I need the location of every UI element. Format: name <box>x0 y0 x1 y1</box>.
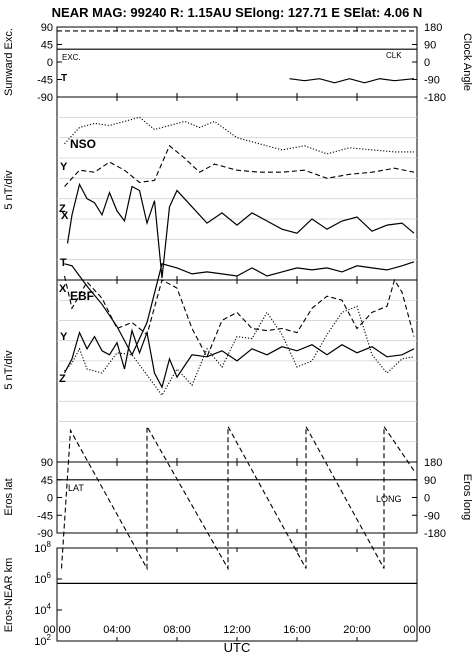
nso-series-0 <box>64 116 414 155</box>
nso-series-2 <box>66 182 415 279</box>
exc-clk-ytick-left: 0 <box>47 57 53 69</box>
lat-annotation: LAT <box>68 483 84 493</box>
exc-yticks-left: -90 -45 0 45 90 <box>37 22 62 104</box>
dist-ytick-label: 106 <box>34 571 51 586</box>
dist-ytick-label: 102 <box>34 633 51 648</box>
lat-long-ytick-right: -180 <box>424 528 446 540</box>
x-tick-label: 00:00 <box>43 624 71 636</box>
ebf-z-label: Z <box>59 373 66 385</box>
nso-x-label: X <box>61 210 69 222</box>
lat-long-ytick-right: 180 <box>424 457 442 469</box>
lat-long-ytick-right: 90 <box>424 475 436 487</box>
t-annotation: T <box>61 73 67 84</box>
dist-yticks: 102 104 106 108 <box>34 540 62 648</box>
exc-clk-ylabel-right: Clock Angle <box>461 33 473 91</box>
exc-clk-ytick-left: 90 <box>41 22 53 34</box>
exc-clk-ytick-right: 0 <box>424 57 430 69</box>
lat-long-ytick-right: -90 <box>424 510 440 522</box>
lat-long-ytick-left: 45 <box>41 475 53 487</box>
nso-ylabel: 5 nT/div <box>3 170 15 210</box>
plot-title: NEAR MAG: 99240 R: 1.15AU SElong: 127.71… <box>52 5 423 20</box>
ebf-series-0 <box>64 261 415 357</box>
exc-clk-ytick-left: -90 <box>37 92 53 104</box>
ebf-y-label: Y <box>60 331 68 343</box>
x-tick-label: 16:00 <box>283 624 311 636</box>
panel-nso-frame <box>56 96 418 281</box>
exc-annotation: EXC. <box>62 53 81 62</box>
panel-lat-long-frame <box>56 461 418 534</box>
ebf-x-label: X <box>59 283 67 295</box>
lat-long-series-1 <box>60 424 415 571</box>
x-axis-label: UTC <box>224 640 251 655</box>
nso-z-label: Z <box>59 203 66 215</box>
nso-gridlines <box>57 116 417 261</box>
exc-clk-ytick-right: 90 <box>424 40 436 52</box>
clk-yticks-right: -180 -90 0 90 180 <box>412 22 446 104</box>
long-yticks-right: -180 -90 0 90 180 <box>412 457 446 540</box>
exc-clk-ytick-right: 180 <box>424 22 442 34</box>
lat-long-ytick-right: 0 <box>424 493 430 505</box>
lat-long-ytick-left: -45 <box>37 510 53 522</box>
clk-annotation: CLK <box>386 51 402 60</box>
lat-long-ytick-left: 90 <box>41 457 53 469</box>
dist-ytick-label: 108 <box>34 540 51 555</box>
lat-yticks-left: -90 -45 0 45 90 <box>37 457 62 540</box>
ebf-series-1 <box>63 275 415 359</box>
nso-t-label: T <box>60 257 67 269</box>
nso-panel-label: NSO <box>70 137 96 151</box>
ebf-series-2 <box>63 328 415 389</box>
x-tick-label: 12:00 <box>223 624 251 636</box>
x-tick-label: 08:00 <box>163 624 191 636</box>
lat-long-ylabel-right: Eros long <box>461 474 473 520</box>
x-tick-label: 00:00 <box>403 624 431 636</box>
exc-clk-ytick-left: 45 <box>41 40 53 52</box>
x-axis-ticks: 00:00 04:00 08:00 12:00 16:00 20:00 00:00 <box>43 27 431 641</box>
ebf-ylabel: 5 nT/div <box>3 350 15 390</box>
lat-long-ytick-left: 0 <box>47 493 53 505</box>
lat-long-ytick-left: -90 <box>37 528 53 540</box>
ebf-series-3 <box>64 305 415 397</box>
x-tick-label: 20:00 <box>343 624 371 636</box>
ebf-panel-label: EBF <box>70 289 94 303</box>
panel-exc-clk-frame <box>56 26 418 98</box>
nso-y-label: Y <box>60 161 68 173</box>
series-layer <box>57 30 417 585</box>
exc-clk-ylabel-left: Sunward Exc. <box>3 28 15 96</box>
dist-ytick-label: 104 <box>34 602 51 617</box>
exc-clk-ytick-right: -180 <box>424 92 446 104</box>
long-annotation: LONG <box>376 494 402 504</box>
nso-series-1 <box>64 144 415 187</box>
nso-series-3 <box>289 78 415 84</box>
x-tick-label: 04:00 <box>103 624 131 636</box>
exc-clk-ytick-left: -45 <box>37 75 53 87</box>
lat-long-ylabel-left: Eros lat <box>3 478 15 515</box>
dist-ylabel: Eros-NEAR km <box>3 558 15 633</box>
panel-ebf-frame <box>56 279 418 463</box>
exc-clk-ytick-right: -90 <box>424 75 440 87</box>
